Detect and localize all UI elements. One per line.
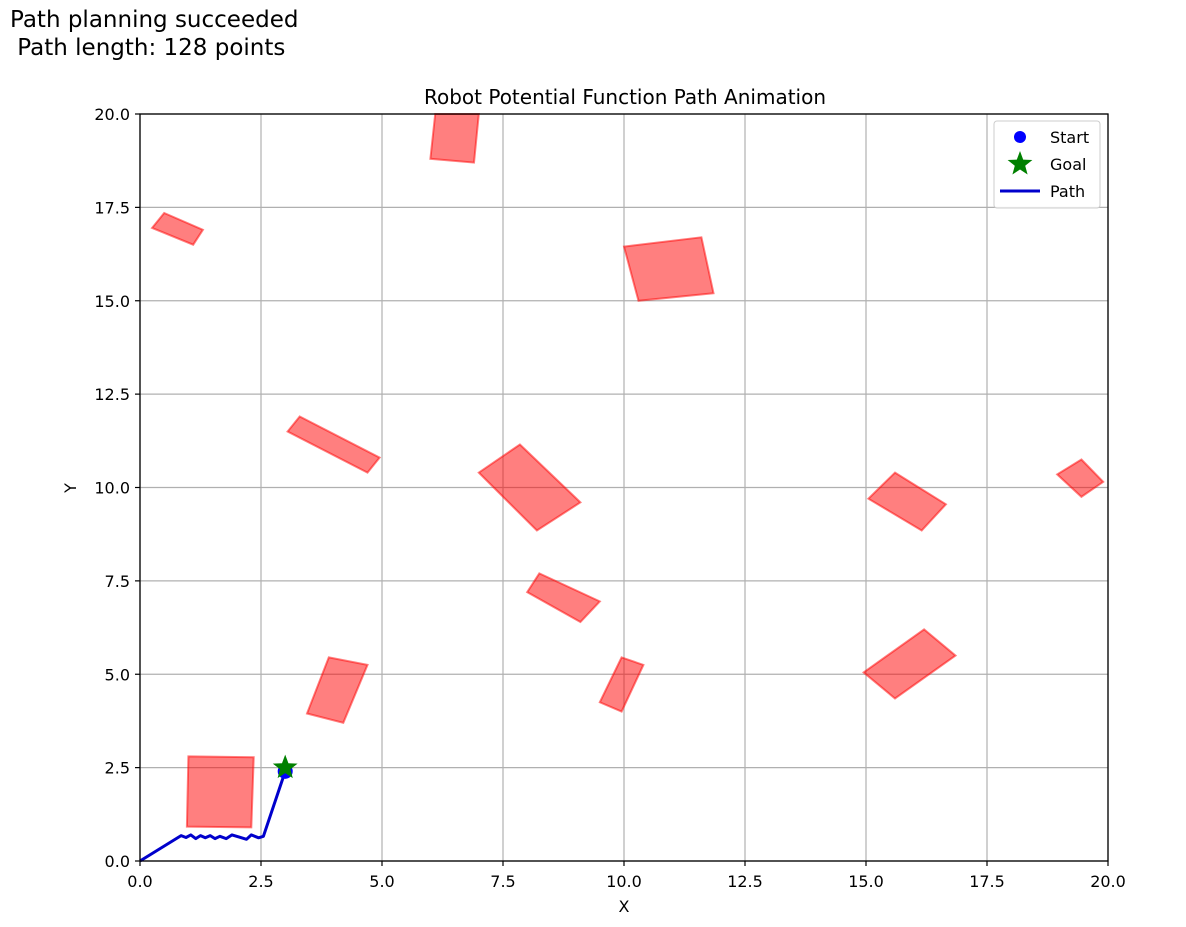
chart-title: Robot Potential Function Path Animation <box>424 85 826 109</box>
obstacle-9 <box>866 471 948 532</box>
y-tick-label-0: 0.0 <box>105 852 130 871</box>
ticks: 0.0 2.5 5.0 7.5 10.0 12.5 15.0 17.5 20.0 0.0 2.5 5.… <box>94 105 1125 891</box>
x-tick-label-2: 5.0 <box>369 872 394 891</box>
legend-label-start: Start <box>1050 128 1089 147</box>
goal-marker <box>272 754 298 779</box>
status-line-2: Path length: 128 points <box>10 35 286 61</box>
path-layer <box>139 770 287 863</box>
obstacle-11 <box>861 628 958 700</box>
obstacle-1 <box>305 656 369 724</box>
x-tick-label-6: 15.0 <box>848 872 884 891</box>
y-tick-label-2: 5.0 <box>105 665 130 684</box>
status-text: Path planning succeeded Path length: 128… <box>10 6 298 62</box>
markers <box>272 754 298 779</box>
x-axis-label: X <box>619 897 630 916</box>
obstacle-5 <box>286 415 382 474</box>
x-tick-label-1: 2.5 <box>248 872 273 891</box>
obstacle-4 <box>477 443 583 532</box>
x-tick-label-5: 12.5 <box>727 872 763 891</box>
legend-label-goal: Goal <box>1050 155 1086 174</box>
legend-label-path: Path <box>1050 182 1085 201</box>
legend: Start Goal Path <box>993 120 1101 209</box>
obstacle-8 <box>622 236 715 302</box>
obstacle-6 <box>150 211 205 246</box>
obstacle-10 <box>1055 458 1105 499</box>
y-tick-label-6: 15.0 <box>94 292 130 311</box>
x-tick-label-4: 10.0 <box>606 872 642 891</box>
y-tick-label-4: 10.0 <box>94 479 130 498</box>
x-tick-label-0: 0.0 <box>127 872 152 891</box>
obstacles <box>150 113 1105 829</box>
obstacle-3 <box>525 572 602 624</box>
obstacle-2 <box>598 656 645 713</box>
legend-goal-marker <box>1007 151 1033 175</box>
obstacle-0 <box>185 755 255 829</box>
x-tick-label-3: 7.5 <box>490 872 515 891</box>
y-tick-label-7: 17.5 <box>94 198 130 217</box>
y-tick-label-5: 12.5 <box>94 385 130 404</box>
x-tick-label-8: 20.0 <box>1090 872 1126 891</box>
path-line <box>139 770 287 863</box>
y-axis-label: Y <box>61 483 80 494</box>
y-tick-label-8: 20.0 <box>94 105 130 124</box>
y-tick-label-1: 2.5 <box>105 759 130 778</box>
legend-start-marker <box>1014 131 1026 143</box>
status-line-1: Path planning succeeded <box>10 7 299 33</box>
x-tick-label-7: 17.5 <box>969 872 1005 891</box>
y-tick-label-3: 7.5 <box>105 572 130 591</box>
obstacle-7 <box>429 113 480 164</box>
